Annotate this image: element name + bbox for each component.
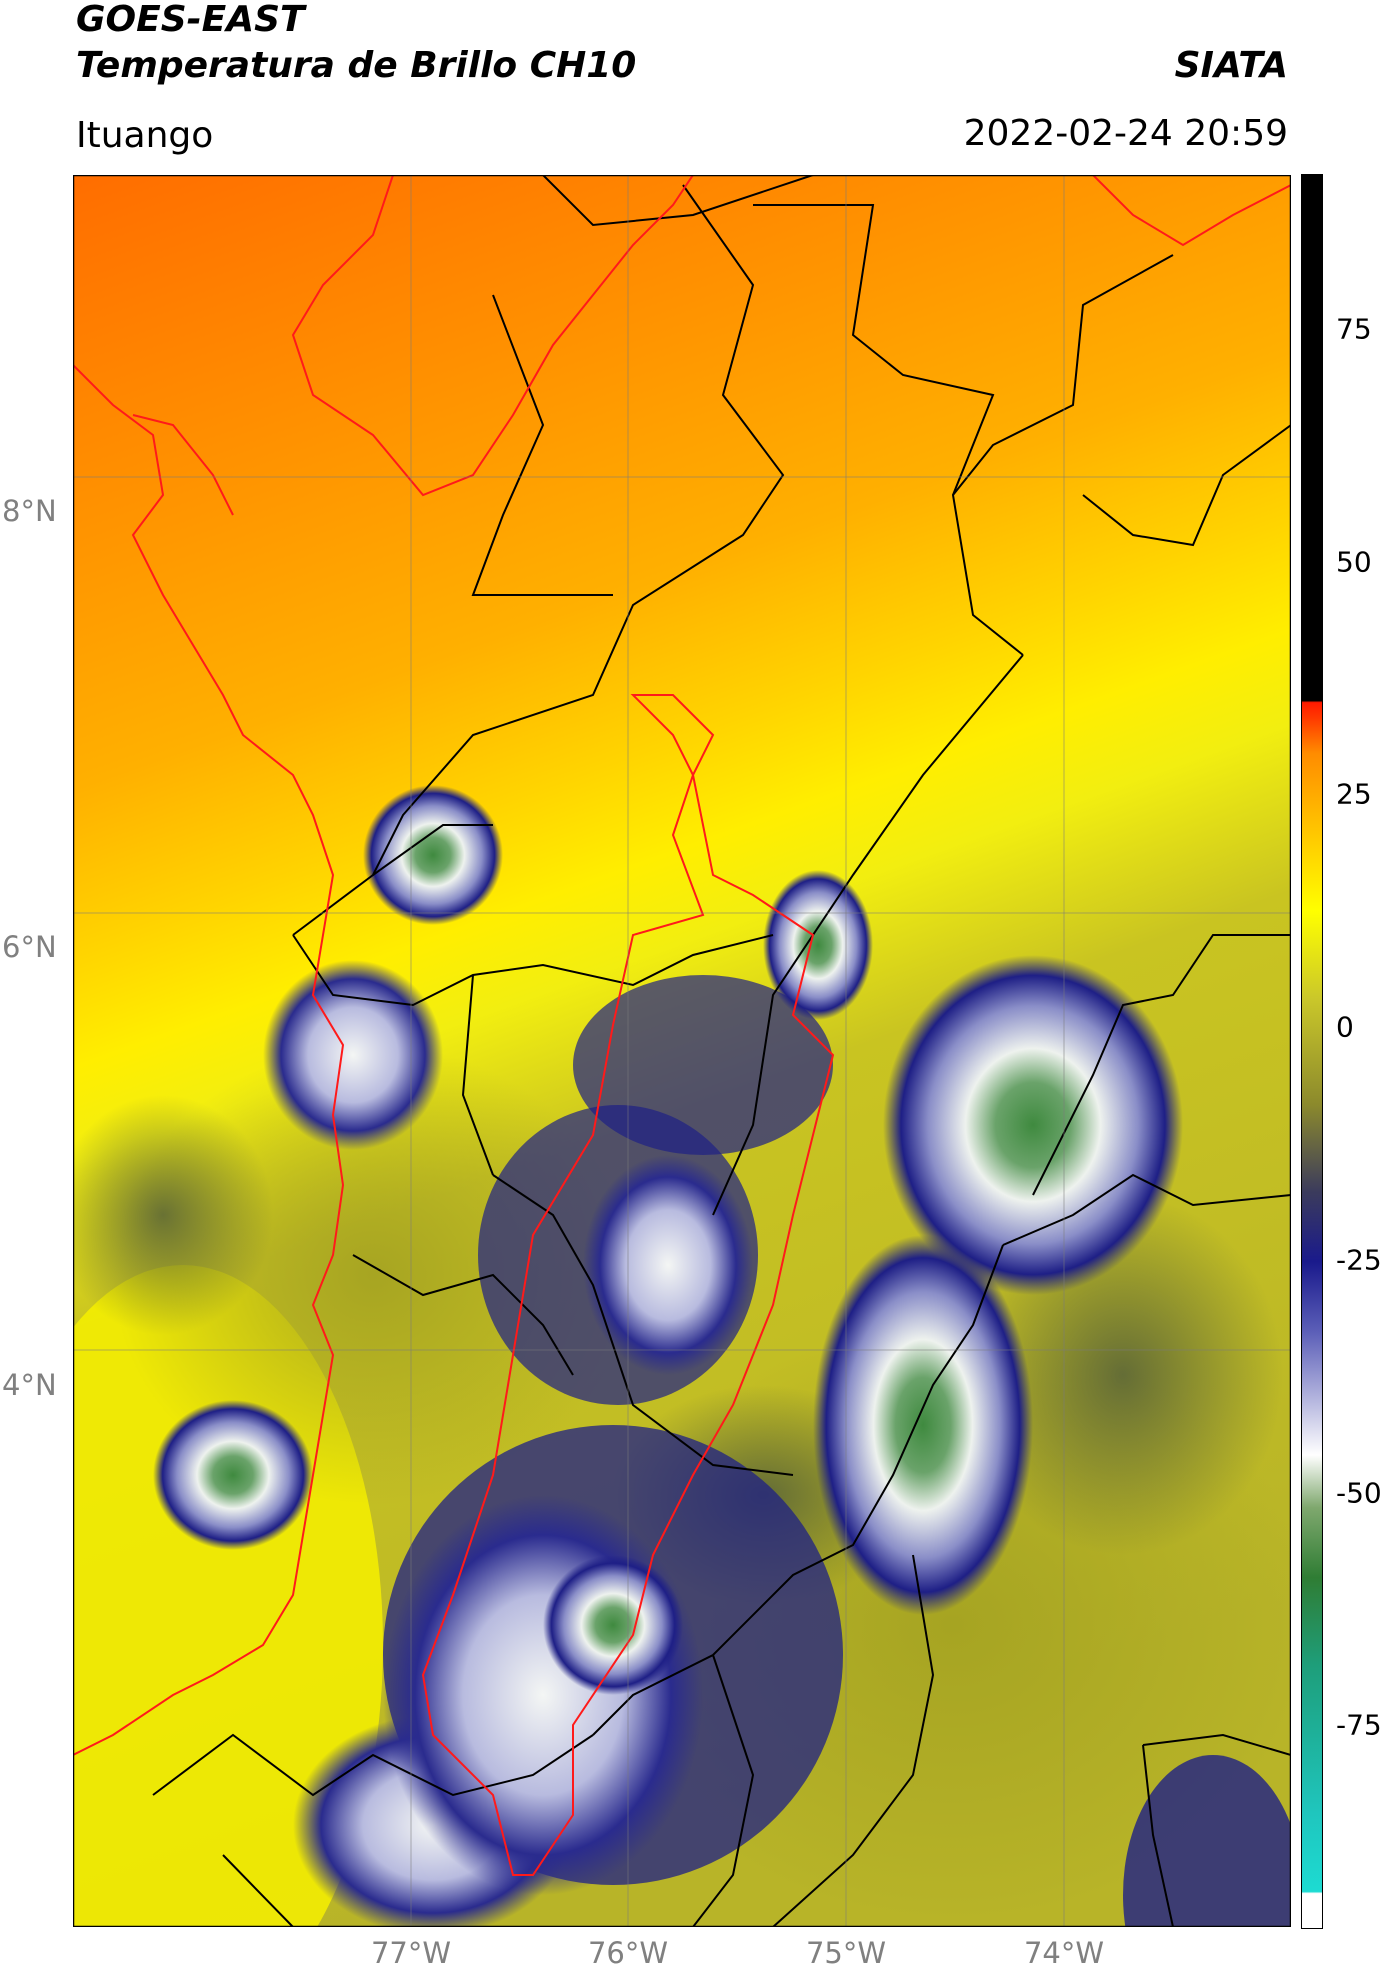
- storm-cell: [383, 1495, 703, 1895]
- brand-label: SIATA: [1174, 45, 1288, 86]
- location-label: Ituango: [76, 115, 214, 156]
- storm-cells: [153, 785, 1291, 1927]
- map-frame: [73, 175, 1291, 1927]
- colorbar-tick-50: 50: [1336, 545, 1372, 579]
- colorbar-tick-m50: -50: [1336, 1476, 1382, 1510]
- coastline: [73, 175, 1291, 1756]
- lat-label-4n: 4°N: [2, 1368, 57, 1402]
- lon-label-76w: 76°W: [587, 1936, 669, 1970]
- colorbar-tick-25: 25: [1336, 777, 1372, 811]
- lat-label-6n: 6°N: [2, 930, 57, 964]
- storm-cell: [573, 975, 833, 1155]
- storm-cell: [363, 785, 503, 925]
- colorbar-tick-75: 75: [1336, 312, 1372, 346]
- graticule: [73, 175, 1291, 1927]
- colorbar-tick-m25: -25: [1336, 1243, 1382, 1277]
- colorbar: [1301, 174, 1323, 1929]
- storm-cell: [1123, 1755, 1291, 1927]
- timestamp-label: 2022-02-24 20:59: [963, 113, 1288, 154]
- lat-label-8n: 8°N: [2, 494, 57, 528]
- colorbar-tick-m75: -75: [1336, 1708, 1382, 1742]
- title-line-2: Temperatura de Brillo CH10: [76, 45, 637, 86]
- storm-cell: [543, 1555, 683, 1695]
- lon-label-75w: 75°W: [805, 1936, 887, 1970]
- dark-zone: [73, 1095, 273, 1335]
- lon-label-77w: 77°W: [370, 1936, 452, 1970]
- lon-label-74w: 74°W: [1023, 1936, 1105, 1970]
- basin-outline: [421, 694, 835, 1876]
- colorbar-tick-0: 0: [1336, 1010, 1354, 1044]
- storm-cell: [153, 1400, 313, 1550]
- title-line-1: GOES-EAST: [76, 0, 305, 40]
- satellite-map: [73, 175, 1291, 1927]
- colorbar-gradient: [1301, 174, 1323, 1929]
- storm-cell: [263, 960, 443, 1150]
- storm-cell: [883, 955, 1183, 1295]
- storm-cell: [583, 1155, 753, 1375]
